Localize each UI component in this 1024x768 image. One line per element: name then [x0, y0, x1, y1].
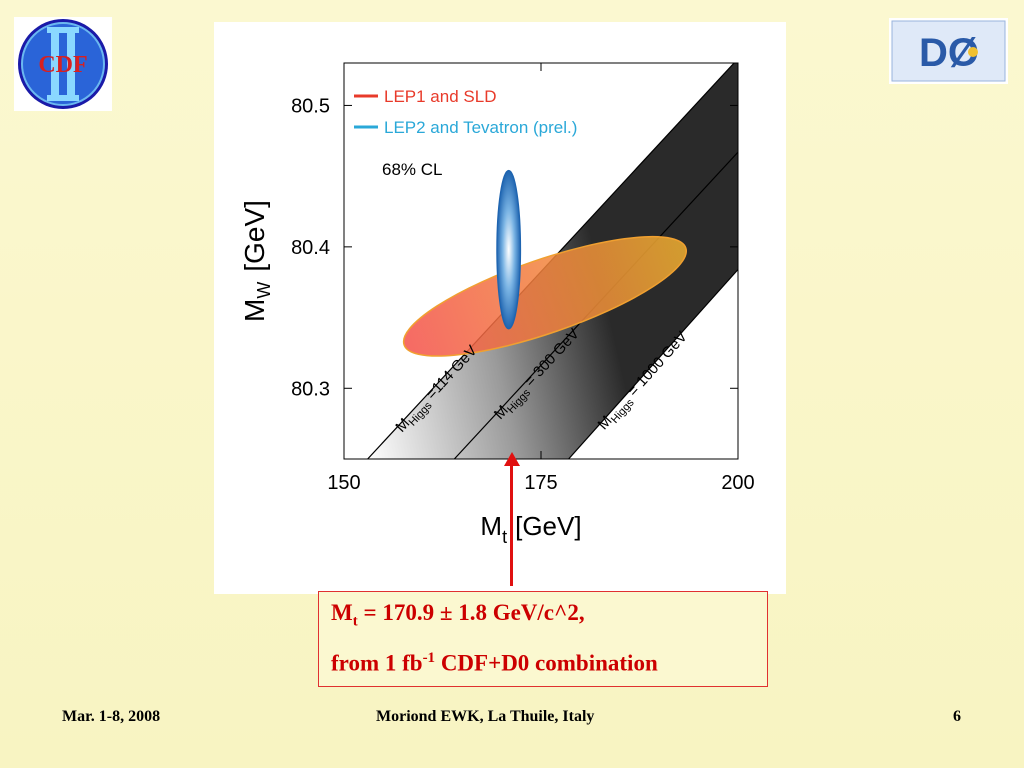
- result-line-1: Mt = 170.9 ± 1.8 GeV/c^2,: [331, 600, 585, 631]
- y-axis-label: MW [GeV]: [239, 200, 274, 322]
- y-axis-label-main: M: [239, 299, 270, 322]
- legend-label-lep2: LEP2 and Tevatron (prel.): [384, 118, 577, 137]
- d0-logo: DØ: [889, 18, 1008, 84]
- plot-canvas: 150 175 200 80.3 80.4 80.5 LEP1 and SLD LEP2 …: [239, 62, 755, 547]
- x-tick-label: 200: [721, 472, 754, 494]
- mt-value: = 170.9 ± 1.8 GeV/c^2,: [357, 600, 585, 625]
- x-tick-label: 150: [327, 472, 360, 494]
- mt-marker-arrowhead: [504, 452, 520, 466]
- cl-label: 68% CL: [382, 160, 442, 179]
- mw-vs-mt-plot: 150 175 200 80.3 80.4 80.5 LEP1 and SLD LEP2 …: [214, 22, 786, 594]
- mt-marker-arrow: [510, 462, 513, 586]
- x-axis-label-unit: [GeV]: [515, 511, 581, 541]
- legend-label-lep1: LEP1 and SLD: [384, 87, 496, 106]
- x-tick-label: 175: [524, 472, 557, 494]
- footer-date: Mar. 1-8, 2008: [62, 708, 161, 725]
- higgs-line-1000: [568, 269, 738, 459]
- cdf-logo-text: CDF: [38, 52, 87, 78]
- lumi-text: from 1 fb: [331, 650, 423, 676]
- y-tick-label: 80.3: [291, 378, 330, 400]
- x-axis-label-sub: t: [502, 527, 507, 547]
- lumi-exponent: -1: [422, 650, 436, 666]
- combination-text: CDF+D0 combination: [435, 650, 658, 676]
- x-axis-label: Mt [GeV]: [480, 511, 581, 547]
- lep2-ellipse: [496, 169, 522, 330]
- result-line-2: from 1 fb-1 CDF+D0 combination: [331, 650, 658, 677]
- y-tick-label: 80.4: [291, 237, 330, 259]
- y-axis-label-unit: [GeV]: [239, 200, 270, 272]
- axis-ticks: 150 175 200 80.3 80.4 80.5: [291, 63, 755, 494]
- x-axis-label-main: M: [480, 511, 502, 541]
- y-tick-label: 80.5: [291, 95, 330, 117]
- footer-venue: Moriond EWK, La Thuile, Italy: [376, 708, 595, 725]
- result-box: Mt = 170.9 ± 1.8 GeV/c^2, from 1 fb-1 CD…: [318, 591, 768, 687]
- y-axis-label-sub: W: [254, 282, 274, 299]
- mt-subscript: t: [352, 613, 358, 630]
- cdf-logo: CDF: [14, 17, 112, 111]
- footer-page-number: 6: [953, 708, 961, 725]
- lep1-ellipse: [402, 235, 688, 357]
- svg-text:MW[GeV]: MW [GeV]: [239, 200, 274, 322]
- mt-symbol: M: [331, 600, 353, 625]
